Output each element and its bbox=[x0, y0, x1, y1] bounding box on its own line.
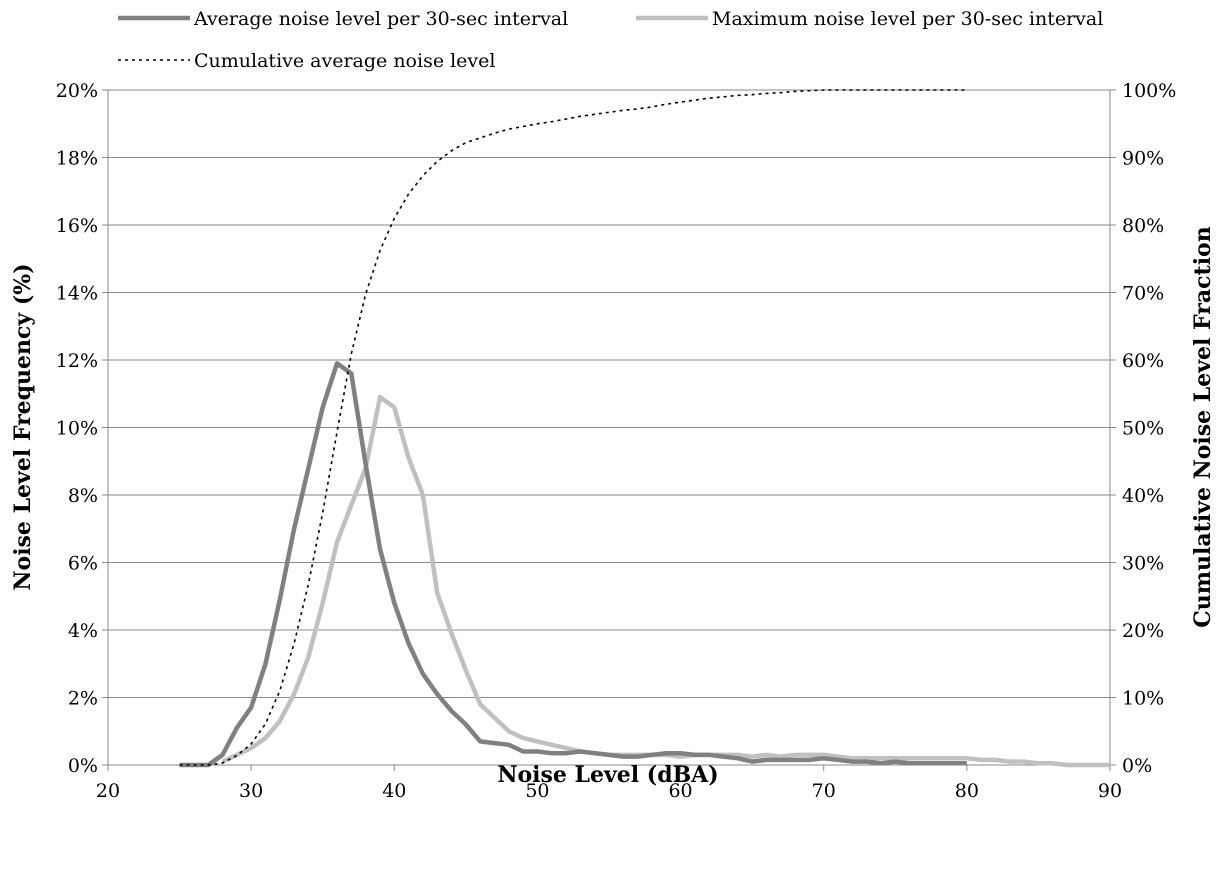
y-tick-label-left: 8% bbox=[68, 485, 98, 507]
series-line-1 bbox=[221, 394, 1110, 768]
legend-label-1: Maximum noise level per 30-sec interval bbox=[712, 8, 1103, 30]
y-tick-label-left: 10% bbox=[56, 418, 98, 440]
y-tick-label-left: 2% bbox=[68, 688, 98, 710]
y-tick-label-left: 6% bbox=[68, 553, 98, 575]
y-tick-label-right: 40% bbox=[1122, 485, 1164, 507]
series-line-0 bbox=[179, 361, 967, 768]
y-axis-title-left: Noise Level Frequency (%) bbox=[10, 263, 36, 590]
series-lines bbox=[179, 89, 1110, 768]
series-line-2 bbox=[179, 89, 967, 766]
y-tick-label-left: 4% bbox=[68, 620, 98, 642]
y-tick-label-left: 16% bbox=[56, 215, 98, 237]
y-tick-label-left: 12% bbox=[56, 350, 98, 372]
x-tick-label: 40 bbox=[382, 780, 406, 802]
y-tick-label-right: 20% bbox=[1122, 620, 1164, 642]
y-tick-label-right: 90% bbox=[1122, 148, 1164, 170]
y-tick-label-right: 10% bbox=[1122, 688, 1164, 710]
axes bbox=[102, 89, 1116, 771]
y-tick-label-right: 60% bbox=[1122, 350, 1164, 372]
y-tick-label-left: 20% bbox=[56, 80, 98, 102]
x-tick-label: 90 bbox=[1098, 780, 1122, 802]
x-axis-title: Noise Level (dBA) bbox=[497, 762, 718, 788]
legend: Average noise level per 30-sec interval M… bbox=[118, 8, 1103, 72]
x-tick-label: 80 bbox=[955, 780, 979, 802]
y-tick-label-left: 14% bbox=[56, 283, 98, 305]
y-tick-label-right: 70% bbox=[1122, 283, 1164, 305]
y-tick-label-right: 30% bbox=[1122, 553, 1164, 575]
tick-labels: 0% 0% 2% 10% 4% 20% 6% 30% 8% 40% 10% 50% 12% 60% 14% 7… bbox=[56, 80, 1177, 802]
y-tick-label-left: 0% bbox=[68, 755, 98, 777]
x-tick-label: 60 bbox=[668, 780, 692, 802]
y-axis-title-right: Cumulative Noise Level Fraction bbox=[1190, 226, 1216, 627]
y-tick-label-right: 80% bbox=[1122, 215, 1164, 237]
gridlines bbox=[108, 89, 1110, 698]
x-tick-label: 20 bbox=[96, 780, 120, 802]
x-tick-label: 30 bbox=[239, 780, 263, 802]
legend-label-0: Average noise level per 30-sec interval bbox=[193, 8, 568, 30]
y-tick-label-right: 50% bbox=[1122, 418, 1164, 440]
x-tick-label: 50 bbox=[525, 780, 549, 802]
y-tick-label-left: 18% bbox=[56, 148, 98, 170]
y-tick-label-right: 0% bbox=[1122, 755, 1152, 777]
x-tick-label: 70 bbox=[812, 780, 836, 802]
legend-label-2: Cumulative average noise level bbox=[194, 50, 496, 72]
y-tick-label-right: 100% bbox=[1122, 80, 1176, 102]
